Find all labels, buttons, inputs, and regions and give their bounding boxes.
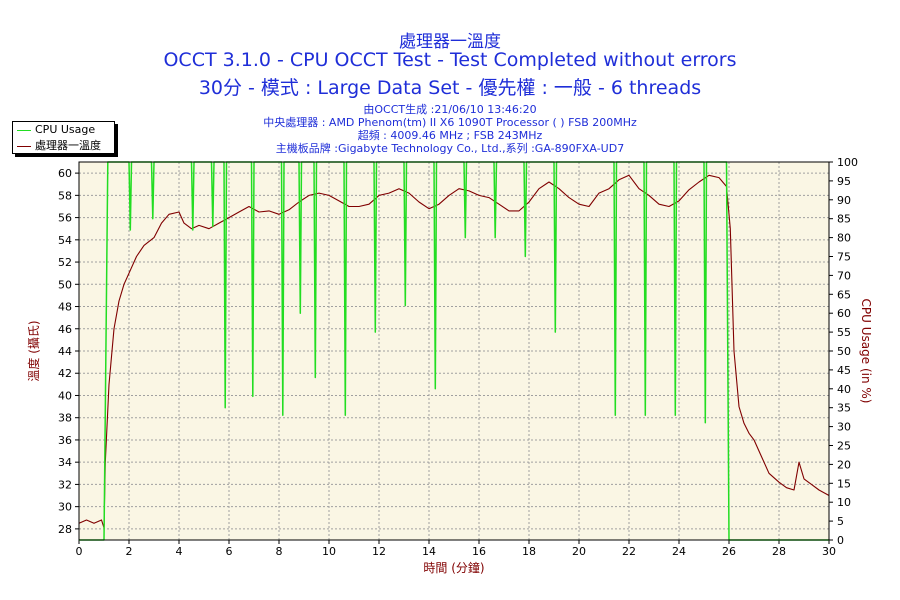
x-tick-label: 2 bbox=[126, 545, 133, 558]
right-tick-label: 35 bbox=[837, 402, 851, 415]
board-info: 主機板品牌 :Gigabyte Technology Co., Ltd.,系列 … bbox=[275, 142, 625, 155]
right-tick-label: 90 bbox=[837, 194, 851, 207]
left-tick-label: 36 bbox=[58, 434, 72, 447]
x-tick-label: 12 bbox=[372, 545, 386, 558]
legend: CPU Usage 處理器一溫度 bbox=[12, 121, 115, 154]
right-tick-label: 65 bbox=[837, 288, 851, 301]
x-tick-label: 8 bbox=[276, 545, 283, 558]
plot-border bbox=[78, 161, 830, 541]
left-tick-label: 54 bbox=[58, 234, 72, 247]
x-tick-label: 0 bbox=[76, 545, 83, 558]
test-status-line: OCCT 3.1.0 - CPU OCCT Test - Test Comple… bbox=[163, 49, 737, 71]
right-tick-label: 70 bbox=[837, 269, 851, 282]
right-tick-label: 0 bbox=[837, 534, 844, 547]
x-tick-label: 24 bbox=[672, 545, 686, 558]
right-tick-label: 85 bbox=[837, 213, 851, 226]
left-tick-label: 58 bbox=[58, 189, 72, 202]
right-axis-label: CPU Usage (in %) bbox=[859, 299, 873, 404]
right-tick-label: 25 bbox=[837, 440, 851, 453]
temperature-line bbox=[78, 174, 830, 529]
x-tick-label: 22 bbox=[622, 545, 636, 558]
left-tick-label: 44 bbox=[58, 345, 72, 358]
right-tick-label: 30 bbox=[837, 421, 851, 434]
generated-by: 由OCCT生成 :21/06/10 13:46:20 bbox=[363, 103, 537, 116]
left-tick-label: 40 bbox=[58, 389, 72, 402]
legend-item-cpu-usage: CPU Usage bbox=[17, 123, 95, 137]
chart-title: 處理器一溫度 bbox=[399, 32, 501, 52]
x-tick-label: 30 bbox=[822, 545, 836, 558]
x-tick-label: 14 bbox=[422, 545, 436, 558]
left-tick-label: 56 bbox=[58, 212, 72, 225]
right-tick-label: 75 bbox=[837, 251, 851, 264]
left-axis-label: 溫度 (攝氏) bbox=[26, 320, 41, 381]
cpu-usage-swatch bbox=[17, 129, 31, 131]
left-axis-ticks: 28 30 32 34 36 38 40 42 44 46 48 50 52 54 56 58 60 bbox=[58, 167, 79, 536]
right-tick-label: 15 bbox=[837, 477, 851, 490]
legend-label-cpu-usage: CPU Usage bbox=[35, 123, 96, 136]
left-tick-label: 38 bbox=[58, 412, 72, 425]
x-tick-label: 26 bbox=[722, 545, 736, 558]
left-tick-label: 48 bbox=[58, 301, 72, 314]
right-tick-label: 80 bbox=[837, 232, 851, 245]
right-tick-label: 55 bbox=[837, 326, 851, 339]
right-axis-ticks: 0 5 10 15 20 25 30 35 40 45 50 55 60 65 70 75 80 85 90 95 10… bbox=[829, 156, 858, 547]
legend-label-temperature: 處理器一溫度 bbox=[35, 139, 101, 152]
right-tick-label: 60 bbox=[837, 307, 851, 320]
x-axis-label: 時間 (分鐘) bbox=[423, 560, 484, 575]
left-tick-label: 30 bbox=[58, 501, 72, 514]
right-tick-label: 95 bbox=[837, 175, 851, 188]
test-mode-line: 30分 - 模式 : Large Data Set - 優先權 : 一般 - 6… bbox=[198, 77, 702, 99]
x-tick-label: 4 bbox=[176, 545, 183, 558]
left-tick-label: 50 bbox=[58, 278, 72, 291]
right-tick-label: 20 bbox=[837, 458, 851, 471]
x-axis-ticks: 0 2 4 6 8 10 12 14 16 18 20 22 24 26 28 30 bbox=[76, 540, 836, 558]
right-tick-label: 50 bbox=[837, 345, 851, 358]
right-tick-label: 100 bbox=[837, 156, 858, 169]
x-tick-label: 28 bbox=[772, 545, 786, 558]
left-tick-label: 34 bbox=[58, 456, 72, 469]
clock-info: 超頻 : 4009.46 MHz ; FSB 243MHz bbox=[357, 129, 543, 142]
left-tick-label: 60 bbox=[58, 167, 72, 180]
right-tick-label: 40 bbox=[837, 383, 851, 396]
right-tick-label: 45 bbox=[837, 364, 851, 377]
x-tick-label: 16 bbox=[472, 545, 486, 558]
temperature-swatch bbox=[17, 145, 31, 147]
right-tick-label: 10 bbox=[837, 496, 851, 509]
x-tick-label: 18 bbox=[522, 545, 536, 558]
x-tick-label: 6 bbox=[226, 545, 233, 558]
cpu-info: 中央處理器 : AMD Phenom(tm) II X6 1090T Proce… bbox=[263, 116, 637, 129]
left-tick-label: 28 bbox=[58, 523, 72, 536]
x-tick-label: 20 bbox=[572, 545, 586, 558]
left-tick-label: 42 bbox=[58, 367, 72, 380]
left-tick-label: 46 bbox=[58, 323, 72, 336]
x-tick-label: 10 bbox=[322, 545, 336, 558]
legend-item-temperature: 處理器一溫度 bbox=[17, 137, 101, 152]
left-tick-label: 52 bbox=[58, 256, 72, 269]
left-tick-label: 32 bbox=[58, 478, 72, 491]
right-tick-label: 5 bbox=[837, 515, 844, 528]
